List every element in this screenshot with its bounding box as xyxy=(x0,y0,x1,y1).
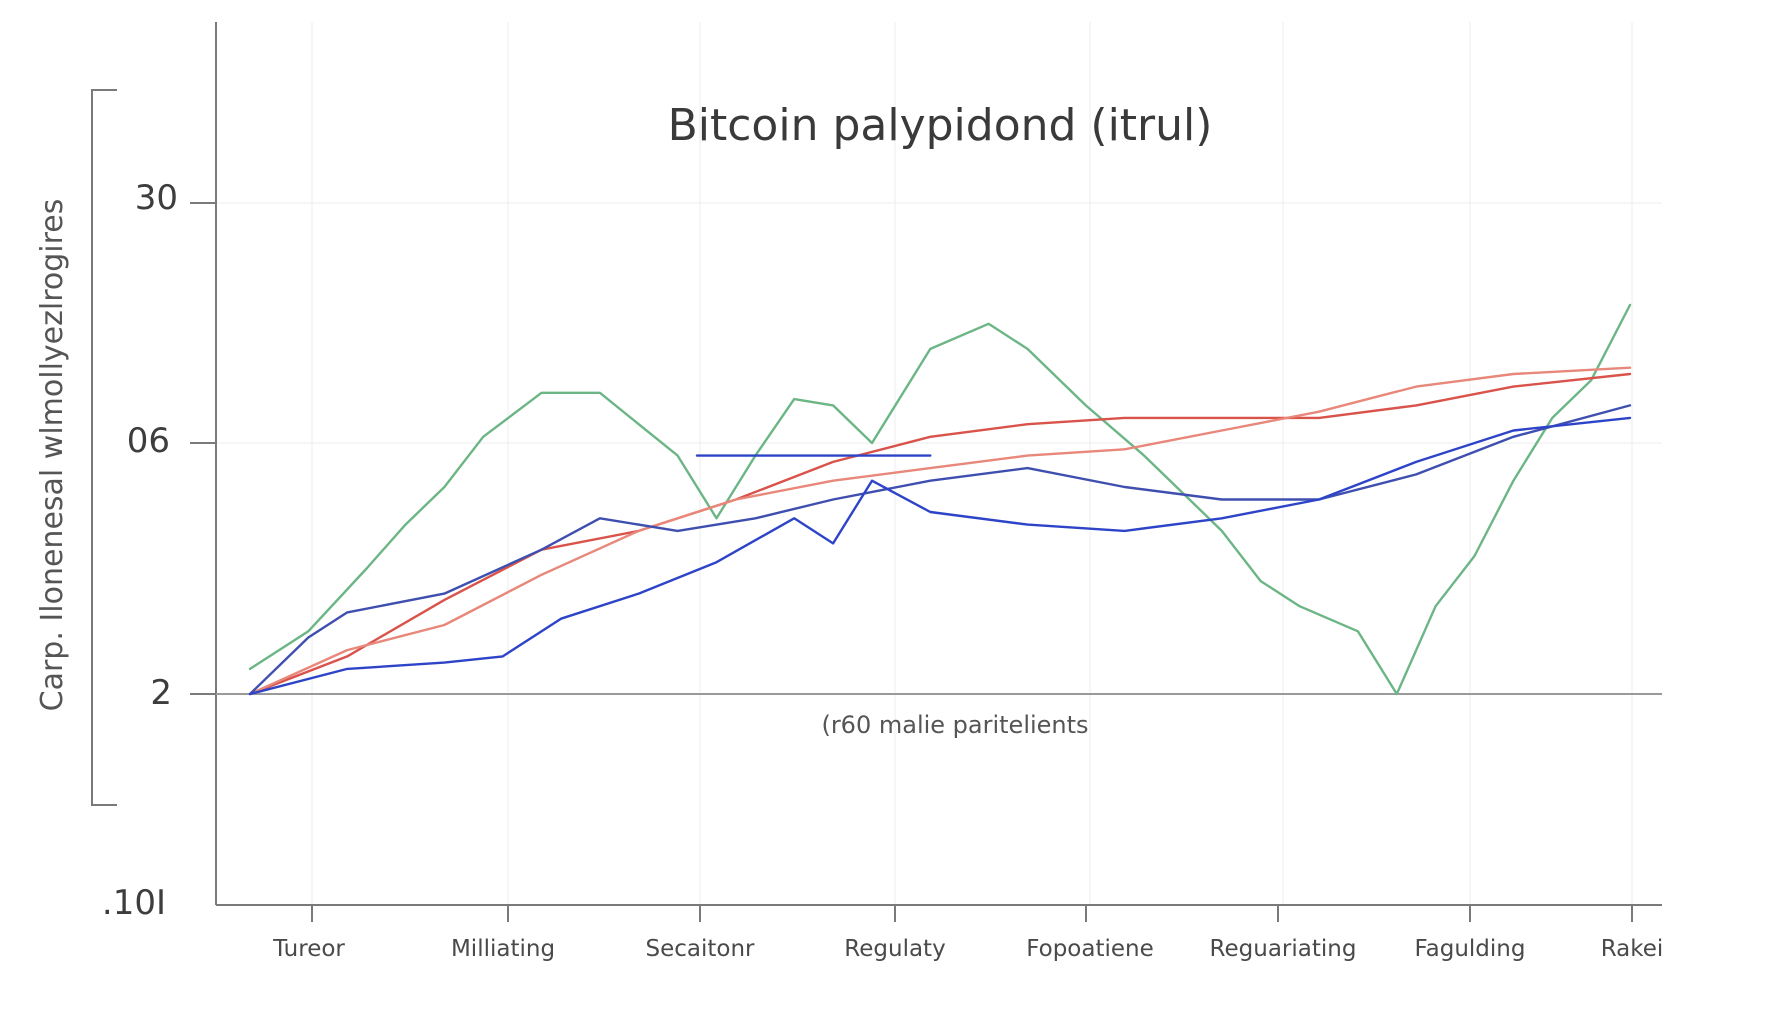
series-group xyxy=(248,303,1632,696)
y-tick-label: 06 xyxy=(127,421,170,461)
chart-annotation: (r60 malie paritelients xyxy=(821,711,1088,739)
chart-title: Bitcoin palypidond (itrul) xyxy=(668,100,1213,151)
series-line-blue-4 xyxy=(248,416,1632,696)
series-line-salmon-2 xyxy=(248,366,1632,696)
y-label-bracket xyxy=(91,89,117,806)
x-tick-label: Milliating xyxy=(451,936,555,962)
series-line-red-1 xyxy=(248,372,1632,696)
axes xyxy=(91,22,1662,906)
x-tick-label: Regulaty xyxy=(844,936,945,962)
x-tick-label: Secaitonr xyxy=(645,936,755,962)
x-tick-label: Tureor xyxy=(272,936,345,962)
y-tick-label: 30 xyxy=(135,178,178,218)
x-tick-label: Fopoatiene xyxy=(1026,936,1154,962)
grid xyxy=(215,22,1662,905)
y-axis-label: Carp. Ilonenesal wlmollyezlrogires xyxy=(35,199,70,712)
series-line-navy-3 xyxy=(248,404,1632,696)
y-tick-label: 2 xyxy=(150,673,172,713)
x-tick-marks xyxy=(311,905,1633,922)
x-tick-label: Rakei xyxy=(1601,936,1664,962)
x-tick-label: Reguariating xyxy=(1210,936,1357,962)
y-tick-label: .10I xyxy=(102,883,166,923)
series-line-green-0 xyxy=(248,303,1632,696)
x-tick-label: Fagulding xyxy=(1415,936,1526,962)
